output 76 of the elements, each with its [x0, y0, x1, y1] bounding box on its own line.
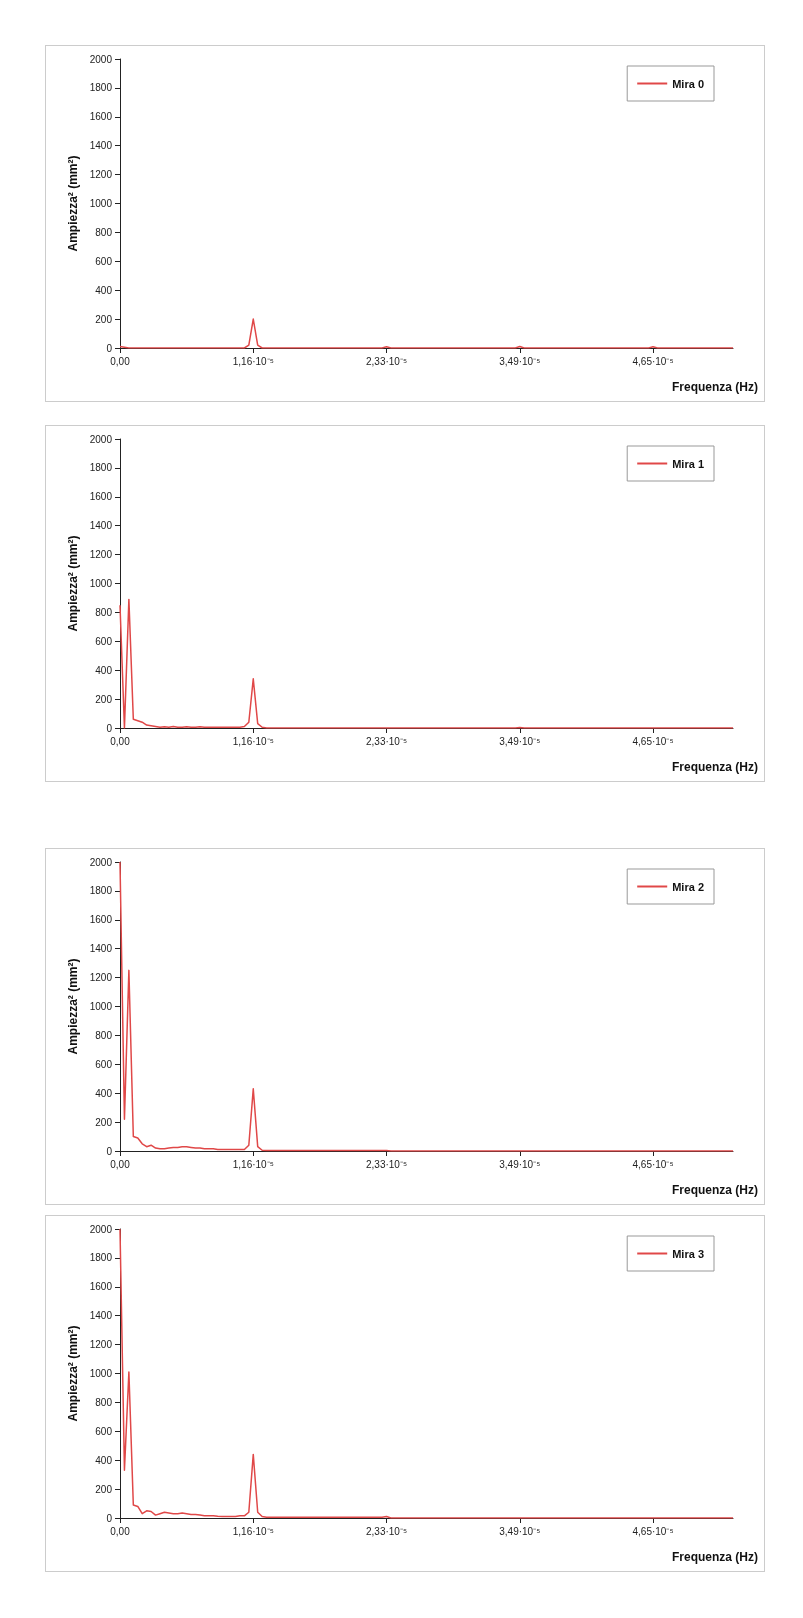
legend-label: Mira 2 — [672, 880, 705, 893]
y-tick-label: 1400 — [89, 1310, 113, 1322]
y-tick-label: 1600 — [89, 914, 113, 926]
y-tick-label: 1000 — [89, 1001, 113, 1012]
y-tick-label: 1000 — [89, 198, 113, 209]
y-tick-label: 1200 — [89, 549, 113, 561]
y-tick-label: 1000 — [89, 578, 113, 589]
y-axis-title: Ampiezza² (mm²) — [65, 958, 80, 1055]
y-tick-label: 1800 — [89, 885, 113, 897]
y-tick-label: 1400 — [89, 943, 113, 955]
x-tick-label: 2,33·10⁻⁵ — [365, 1525, 408, 1537]
y-tick-label: 2000 — [89, 433, 113, 445]
x-tick-label: 2,33·10⁻⁵ — [365, 355, 408, 367]
y-tick-label: 800 — [95, 226, 113, 238]
y-tick-label: 1400 — [89, 520, 113, 532]
x-tick-label: 2,33·10⁻⁵ — [365, 735, 408, 747]
x-axis-title: Frequenza (Hz) — [672, 760, 759, 774]
y-tick-label: 2000 — [89, 856, 113, 868]
y-tick-label: 1800 — [89, 82, 113, 94]
y-tick-label: 1000 — [89, 1368, 113, 1379]
x-tick-label: 4,65·10⁻⁵ — [632, 1158, 674, 1170]
y-tick-label: 0 — [106, 1512, 113, 1524]
y-tick-label: 1200 — [89, 972, 113, 984]
y-tick-label: 600 — [95, 635, 113, 647]
legend-label: Mira 1 — [672, 457, 705, 470]
y-tick-label: 1600 — [89, 491, 113, 503]
y-tick-label: 400 — [95, 1454, 113, 1466]
y-tick-label: 2000 — [89, 53, 113, 65]
y-tick-label: 1600 — [89, 1281, 113, 1293]
x-tick-label: 4,65·10⁻⁵ — [632, 355, 674, 367]
y-tick-label: 1800 — [89, 1252, 113, 1264]
x-tick-label: 4,65·10⁻⁵ — [632, 735, 674, 747]
x-tick-label: 3,49·10⁻⁵ — [499, 355, 541, 367]
y-tick-label: 200 — [95, 1483, 113, 1495]
y-axis-title: Ampiezza² (mm²) — [65, 1325, 80, 1422]
y-tick-label: 400 — [95, 1087, 113, 1099]
y-tick-label: 1400 — [89, 140, 113, 152]
y-axis-title: Ampiezza² (mm²) — [65, 155, 80, 252]
y-tick-label: 600 — [95, 1058, 113, 1070]
y-tick-label: 600 — [95, 1425, 113, 1437]
y-tick-label: 1200 — [89, 169, 113, 181]
y-tick-label: 800 — [95, 1396, 113, 1408]
legend-label: Mira 3 — [672, 1247, 705, 1260]
y-tick-label: 1600 — [89, 111, 113, 123]
y-tick-label: 1800 — [89, 462, 113, 474]
y-tick-label: 0 — [106, 1145, 113, 1157]
x-tick-label: 1,16·10⁻⁵ — [232, 1525, 274, 1537]
x-tick-label: 0,00 — [110, 1525, 131, 1537]
x-tick-label: 0,00 — [110, 735, 131, 747]
x-axis-title: Frequenza (Hz) — [672, 1183, 759, 1197]
y-tick-label: 800 — [95, 606, 113, 618]
y-tick-label: 200 — [95, 1116, 113, 1128]
y-tick-label: 1200 — [89, 1339, 113, 1351]
x-tick-label: 0,00 — [110, 355, 131, 367]
y-tick-label: 600 — [95, 255, 113, 267]
x-tick-label: 2,33·10⁻⁵ — [365, 1158, 408, 1170]
x-axis-title: Frequenza (Hz) — [672, 1550, 759, 1564]
y-tick-label: 0 — [106, 722, 113, 734]
x-axis-title: Frequenza (Hz) — [672, 380, 759, 394]
y-tick-label: 400 — [95, 284, 113, 296]
x-tick-label: 1,16·10⁻⁵ — [232, 355, 274, 367]
y-tick-label: 400 — [95, 664, 113, 676]
y-axis-title: Ampiezza² (mm²) — [65, 535, 80, 632]
y-tick-label: 800 — [95, 1029, 113, 1041]
x-tick-label: 3,49·10⁻⁵ — [499, 1158, 541, 1170]
y-tick-label: 0 — [106, 342, 113, 354]
legend-label: Mira 0 — [672, 77, 705, 90]
x-tick-label: 0,00 — [110, 1158, 131, 1170]
x-tick-label: 3,49·10⁻⁵ — [499, 735, 541, 747]
x-tick-label: 4,65·10⁻⁵ — [632, 1525, 674, 1537]
x-tick-label: 1,16·10⁻⁵ — [232, 1158, 274, 1170]
x-tick-label: 1,16·10⁻⁵ — [232, 735, 274, 747]
x-tick-label: 3,49·10⁻⁵ — [499, 1525, 541, 1537]
y-tick-label: 200 — [95, 693, 113, 705]
y-tick-label: 200 — [95, 313, 113, 325]
y-tick-label: 2000 — [89, 1223, 113, 1235]
